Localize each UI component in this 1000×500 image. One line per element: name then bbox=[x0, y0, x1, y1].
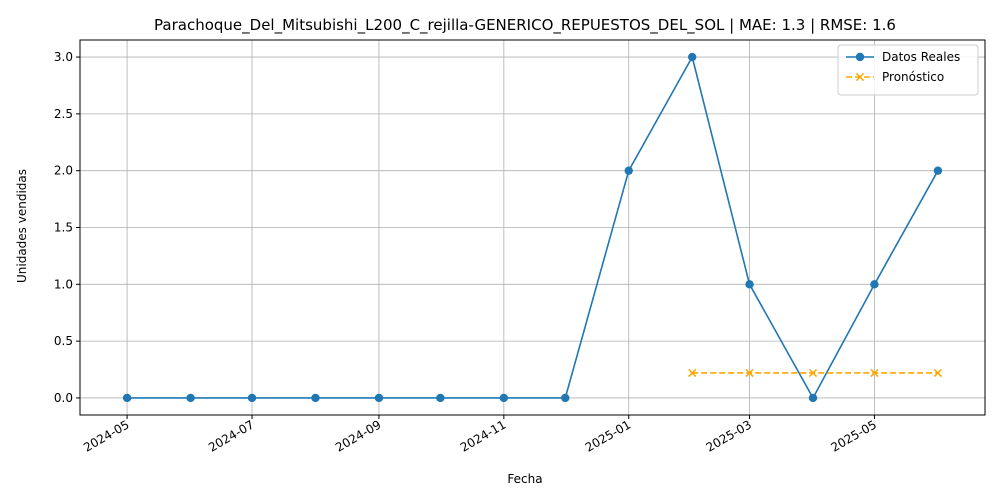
series-forecast bbox=[688, 368, 943, 378]
data-point bbox=[745, 280, 754, 289]
x-tick-label: 2025-01 bbox=[583, 417, 633, 454]
data-point bbox=[311, 393, 320, 403]
y-tick-label: 2.5 bbox=[54, 107, 73, 121]
y-axis: 0.0 0.5 1.0 1.5 2.0 2.5 3.0 bbox=[54, 50, 80, 405]
y-tick-label: 0.5 bbox=[54, 334, 73, 348]
chart-title: Parachoque_Del_Mitsubishi_L200_C_rejilla… bbox=[154, 16, 896, 35]
x-tick-label: 2024-07 bbox=[206, 417, 256, 454]
data-point bbox=[808, 368, 818, 378]
y-tick-label: 3.0 bbox=[54, 50, 73, 64]
data-point bbox=[436, 393, 445, 403]
x-tick-label: 2025-05 bbox=[829, 417, 879, 454]
data-point bbox=[247, 393, 257, 403]
data-point bbox=[499, 393, 509, 403]
y-tick-label: 0.0 bbox=[54, 391, 73, 405]
y-tick-label: 2.0 bbox=[54, 164, 73, 178]
data-point bbox=[688, 368, 697, 378]
legend: Datos Reales Pronóstico bbox=[837, 44, 979, 96]
x-axis-label: Fecha bbox=[507, 472, 542, 486]
data-point bbox=[186, 393, 195, 403]
data-point bbox=[561, 393, 570, 403]
data-point bbox=[688, 52, 697, 62]
data-point bbox=[933, 166, 943, 175]
series-layer bbox=[122, 52, 943, 403]
legend-item: Datos Reales bbox=[846, 50, 960, 64]
x-tick-label: 2024-11 bbox=[458, 417, 508, 454]
data-point bbox=[374, 393, 384, 403]
data-point bbox=[624, 166, 633, 175]
data-point bbox=[933, 368, 943, 378]
legend-item: Pronóstico bbox=[846, 70, 944, 84]
data-point bbox=[808, 393, 818, 403]
data-point bbox=[745, 368, 754, 378]
y-tick-label: 1.5 bbox=[54, 221, 73, 235]
y-axis-label: Unidades vendidas bbox=[15, 169, 29, 283]
data-point bbox=[870, 280, 879, 289]
grid bbox=[80, 40, 985, 415]
legend-label: Pronóstico bbox=[882, 70, 944, 84]
x-tick-label: 2025-03 bbox=[704, 417, 754, 454]
y-tick-label: 1.0 bbox=[54, 277, 73, 291]
data-point bbox=[122, 393, 132, 403]
x-tick-label: 2024-09 bbox=[333, 417, 383, 454]
x-tick-label: 2024-05 bbox=[81, 417, 131, 454]
series-actual bbox=[122, 52, 943, 403]
legend-label: Datos Reales bbox=[882, 50, 960, 64]
data-point bbox=[870, 368, 879, 378]
series-line bbox=[127, 54, 939, 400]
x-axis: 2024-05 2024-07 2024-09 2024-11 2025-01 2025-… bbox=[81, 415, 879, 455]
